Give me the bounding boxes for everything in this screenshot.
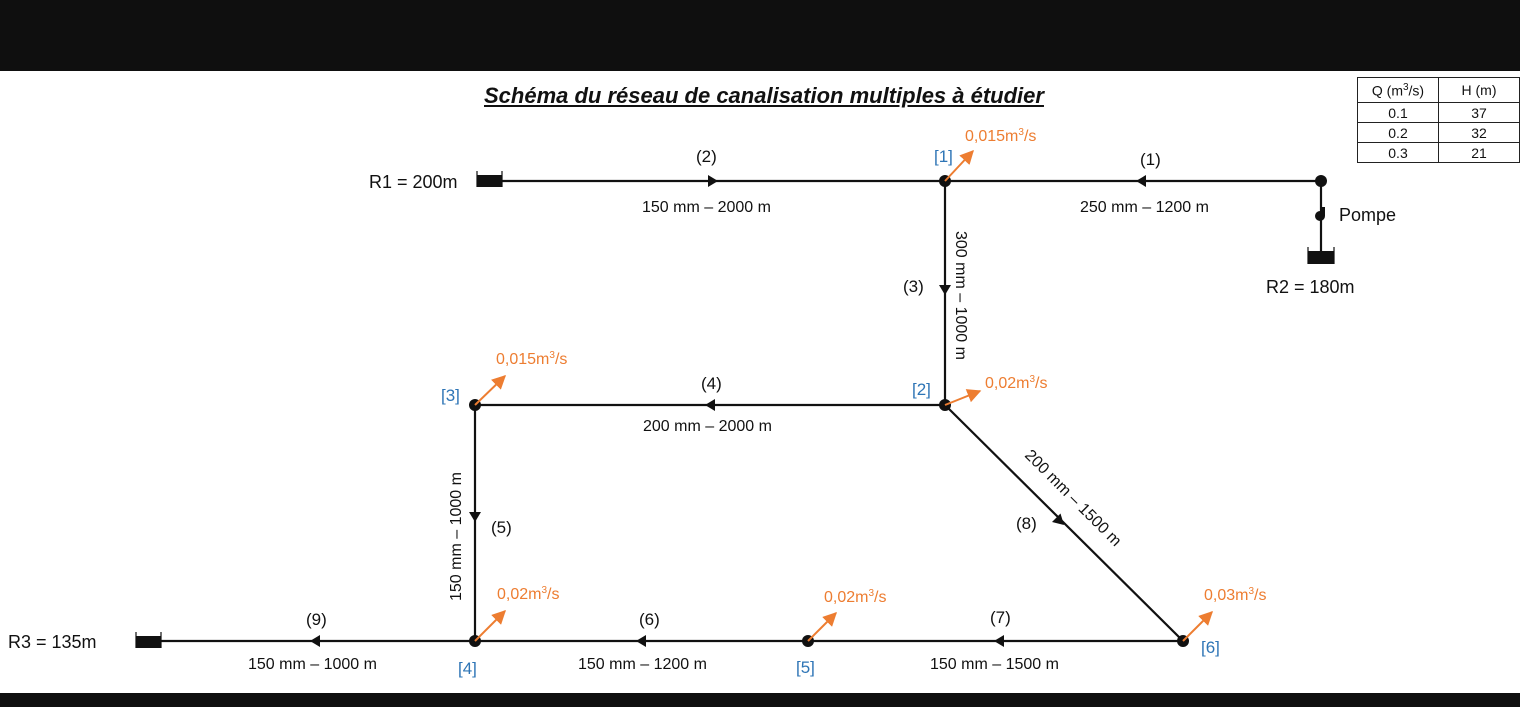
node-2-label: [2]	[912, 380, 931, 399]
diagram-canvas: Schéma du réseau de canalisation multipl…	[0, 71, 1520, 693]
cell-h: 37	[1438, 102, 1520, 123]
flow-arrow-pipe-5	[469, 512, 481, 522]
pipe-3-spec: 300 mm – 1000 m	[952, 231, 969, 360]
node-5-label: [5]	[796, 658, 815, 677]
diagram-title: Schéma du réseau de canalisation multipl…	[484, 83, 1044, 108]
flow-arrow-pipe-7	[994, 635, 1004, 647]
demand-arrow-node-2	[944, 389, 982, 406]
cell-h: 32	[1438, 122, 1520, 143]
pipe-9-spec: 150 mm – 1000 m	[248, 656, 377, 673]
pipe-1-spec: 250 mm – 1200 m	[1080, 199, 1209, 216]
header-q: Q (m3/s)	[1357, 77, 1439, 103]
table-row: 0.2 32	[1357, 122, 1520, 143]
node-6-label: [6]	[1201, 638, 1220, 657]
cell-q: 0.3	[1357, 142, 1439, 163]
pipe-5-spec: 150 mm – 1000 m	[448, 472, 465, 601]
flow-arrow-pipe-2	[708, 175, 718, 187]
reservoir-r1-icon	[476, 171, 503, 187]
pipe-network: R1 = 200m R2 = 180m R3 = 135m Pompe [1] …	[8, 127, 1396, 678]
header-h: H (m)	[1438, 77, 1520, 103]
pipe-8-id: (8)	[1016, 514, 1037, 533]
pipe-2-spec: 150 mm – 2000 m	[642, 199, 771, 216]
flow-arrow-pipe-9	[310, 635, 320, 647]
demand-arrow-node-6	[1182, 611, 1213, 642]
demand-node-2: 0,02m3/s	[985, 374, 1047, 392]
demand-node-1: 0,015m3/s	[965, 127, 1036, 145]
pipe-8	[944, 404, 1184, 642]
pipe-5-id: (5)	[491, 518, 512, 537]
pipe-4-id: (4)	[701, 374, 722, 393]
table-row: 0.3 21	[1357, 142, 1520, 163]
pump-junction-dot	[1315, 175, 1327, 187]
node-4-label: [4]	[458, 659, 477, 678]
pipe-7-id: (7)	[990, 608, 1011, 627]
node-3-label: [3]	[441, 386, 460, 405]
reservoir-r1-label: R1 = 200m	[369, 172, 458, 192]
pump-label: Pompe	[1339, 205, 1396, 225]
pump-curve-table: Q (m3/s) H (m) 0.1 37 0.2 32 0.3 21	[1357, 77, 1520, 163]
cell-h: 21	[1438, 142, 1520, 163]
reservoir-r3-icon	[135, 632, 162, 648]
reservoir-r2-label: R2 = 180m	[1266, 277, 1355, 297]
flow-arrow-pipe-4	[705, 399, 715, 411]
node-1-label: [1]	[934, 147, 953, 166]
bottom-letterbox	[0, 693, 1520, 707]
demand-arrow-node-4	[474, 610, 506, 642]
demand-node-4: 0,02m3/s	[497, 585, 559, 603]
flow-arrow-pipe-1	[1136, 175, 1146, 187]
pump-icon	[1315, 207, 1325, 221]
pipe-6-id: (6)	[639, 610, 660, 629]
pipe-2-id: (2)	[696, 147, 717, 166]
table-row: 0.1 37	[1357, 102, 1520, 123]
pipe-7-spec: 150 mm – 1500 m	[930, 656, 1059, 673]
top-letterbox	[0, 0, 1520, 71]
pipe-1-id: (1)	[1140, 150, 1161, 169]
demand-arrow-node-1	[944, 149, 974, 182]
demand-arrow-node-3	[474, 375, 507, 406]
demand-node-3: 0,015m3/s	[496, 350, 567, 368]
flow-arrow-pipe-6	[636, 635, 646, 647]
demand-node-5: 0,02m3/s	[824, 588, 886, 606]
demand-arrow-node-5	[807, 612, 837, 642]
pipe-4-spec: 200 mm – 2000 m	[643, 418, 772, 435]
flow-arrow-pipe-8	[1052, 513, 1064, 525]
reservoir-r3-label: R3 = 135m	[8, 632, 97, 652]
pipe-6-spec: 150 mm – 1200 m	[578, 656, 707, 673]
demand-node-6: 0,03m3/s	[1204, 586, 1266, 604]
pipe-3-id: (3)	[903, 277, 924, 296]
reservoir-r2-icon	[1307, 247, 1335, 264]
pipe-8-spec: 200 mm – 1500 m	[1021, 447, 1124, 550]
flow-arrow-pipe-3	[939, 285, 951, 295]
pipe-9-id: (9)	[306, 610, 327, 629]
table-header-row: Q (m3/s) H (m)	[1357, 77, 1520, 103]
